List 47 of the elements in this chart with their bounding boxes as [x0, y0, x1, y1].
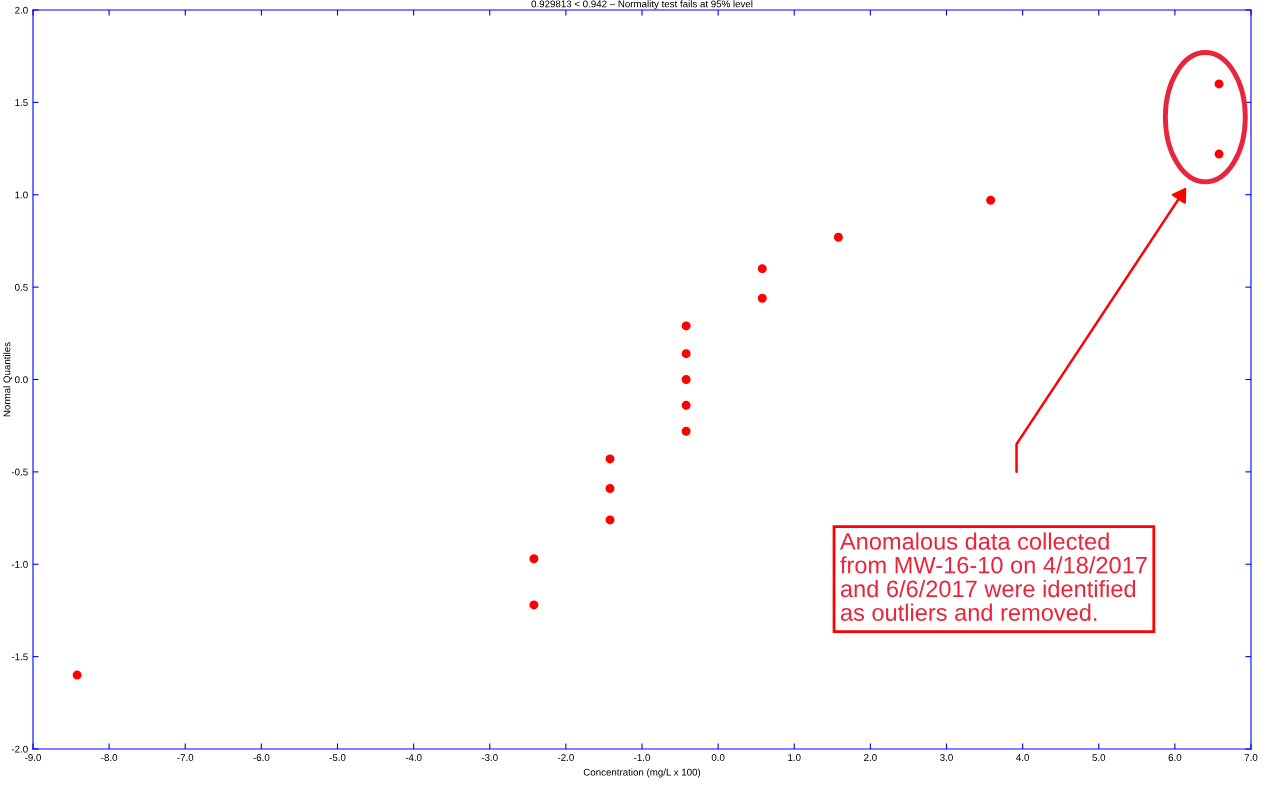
chart-title: 0.929813 < 0.942 – Normality test fails at 95% level [531, 0, 753, 10]
x-tick-label: 2.0 [864, 754, 877, 761]
y-tick-label: -1.0 [11, 560, 28, 568]
point [757, 264, 767, 274]
x-tick-label: -3.0 [481, 754, 498, 761]
point [986, 195, 996, 205]
point [681, 349, 691, 359]
point [605, 515, 615, 525]
y-tick-label: -0.5 [11, 468, 28, 476]
x-tick-label: -1.0 [634, 754, 650, 761]
point [1214, 79, 1224, 89]
annotation: Anomalous data collected from MW-16-10 on 4/18/2017 and 6/6/2017 were identified as outliers and removed. [839, 532, 1147, 621]
point [833, 232, 843, 242]
x-tick-label: 6.0 [1168, 754, 1182, 761]
y-tick-label: 1.5 [15, 99, 28, 106]
x-tick-label: 4.0 [1016, 754, 1029, 761]
point [605, 454, 615, 464]
y-tick-label: 0.0 [15, 376, 28, 384]
x-tick-label: 5.0 [1092, 754, 1106, 761]
point [1214, 149, 1224, 159]
point [681, 321, 691, 331]
x-tick-label: -8.0 [101, 754, 118, 761]
y-tick-label: -2.0 [11, 745, 28, 753]
point [681, 375, 691, 384]
y-axis-title: Normal Quantiles [3, 342, 13, 417]
x-tick-label: 0.0 [711, 754, 725, 761]
y-tick-label: 1.0 [15, 191, 28, 199]
point [529, 554, 539, 564]
x-tick-label: -7.0 [177, 754, 194, 761]
x-tick-label: 7.0 [1244, 754, 1258, 761]
y-tick-label: -1.5 [11, 653, 28, 661]
x-tick-label: -6.0 [253, 754, 270, 761]
x-tick-label: -4.0 [405, 754, 422, 761]
x-tick-label: -5.0 [329, 754, 346, 761]
point [72, 670, 82, 680]
point [681, 426, 691, 436]
x-tick-label: 3.0 [940, 754, 953, 761]
y-tick-label: 2.0 [15, 6, 28, 14]
point [529, 600, 539, 610]
x-axis-title: Concentration (mg/L x 100) [583, 768, 701, 778]
x-tick-label: -2.0 [557, 754, 574, 761]
point [605, 484, 615, 494]
x-tick-label: -9.0 [25, 754, 41, 761]
point [681, 400, 691, 410]
x-tick-label: 1.0 [788, 754, 801, 761]
y-tick-label: 0.5 [15, 283, 28, 291]
point [757, 293, 767, 303]
